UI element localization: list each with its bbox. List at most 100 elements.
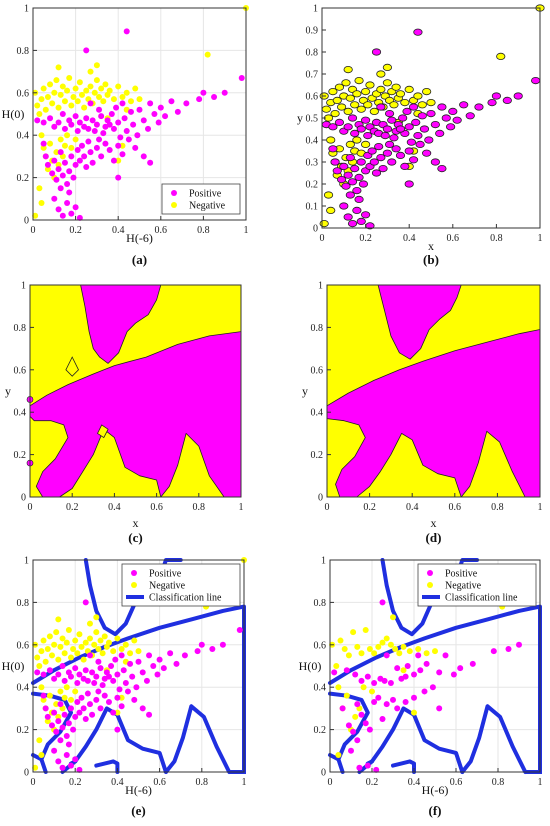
negative-point bbox=[76, 79, 83, 86]
negative-point bbox=[44, 166, 51, 173]
x-tick-label: 0.2 bbox=[363, 502, 376, 513]
positive-point bbox=[339, 202, 349, 210]
positive-region bbox=[29, 331, 242, 498]
x-tick-label: 0.6 bbox=[449, 502, 462, 513]
positive-point bbox=[110, 677, 117, 684]
positive-point bbox=[211, 94, 218, 101]
positive-point bbox=[183, 100, 190, 107]
positive-point bbox=[382, 125, 392, 133]
negative-point bbox=[127, 650, 134, 657]
positive-point bbox=[112, 656, 119, 663]
y-axis-label: H(0) bbox=[2, 107, 25, 121]
positive-point bbox=[411, 694, 417, 701]
negative-point bbox=[57, 136, 64, 143]
positive-point bbox=[132, 144, 139, 151]
negative-point bbox=[74, 650, 81, 657]
positive-point bbox=[74, 127, 81, 134]
positive-point bbox=[196, 96, 203, 103]
negative-point bbox=[61, 650, 68, 657]
positive-point bbox=[150, 663, 157, 669]
positive-point bbox=[352, 671, 359, 678]
positive-point bbox=[76, 709, 83, 716]
positive-point bbox=[40, 119, 47, 126]
positive-point bbox=[348, 747, 354, 754]
negative-point bbox=[122, 641, 129, 648]
positive-point bbox=[441, 114, 451, 122]
axes-frame bbox=[32, 7, 247, 221]
positive-point bbox=[135, 658, 142, 665]
classification-line bbox=[31, 753, 44, 762]
negative-point bbox=[432, 648, 438, 655]
positive-point bbox=[80, 705, 87, 712]
positive-point bbox=[334, 118, 345, 127]
positive-point bbox=[147, 159, 154, 166]
negative-point bbox=[78, 643, 85, 650]
negative-point bbox=[337, 103, 347, 111]
positive-point bbox=[490, 648, 497, 655]
positive-point bbox=[70, 174, 77, 181]
positive-point bbox=[156, 656, 163, 663]
negative-point bbox=[48, 652, 55, 659]
positive-point bbox=[419, 125, 430, 133]
negative-point bbox=[57, 688, 64, 695]
negative-point bbox=[38, 200, 45, 207]
positive-point bbox=[366, 726, 373, 733]
positive-point bbox=[426, 110, 436, 118]
positive-point bbox=[84, 690, 91, 697]
negative-point bbox=[383, 635, 390, 642]
negative-point bbox=[46, 633, 53, 640]
positive-point bbox=[408, 156, 419, 164]
positive-point bbox=[67, 673, 74, 680]
positive-point bbox=[364, 673, 371, 680]
negative-point bbox=[376, 70, 386, 78]
positive-point bbox=[174, 108, 181, 115]
positive-point bbox=[89, 711, 96, 718]
negative-point bbox=[332, 96, 342, 105]
y-tick-label: 0.8 bbox=[17, 46, 30, 57]
y-tick-label: 0.2 bbox=[311, 450, 324, 461]
positive-point bbox=[72, 204, 79, 211]
negative-point bbox=[326, 136, 336, 144]
negative-point bbox=[36, 185, 43, 192]
negative-point bbox=[360, 140, 371, 148]
positive-point bbox=[93, 121, 100, 128]
negative-point bbox=[102, 81, 109, 88]
axes-frame bbox=[326, 284, 541, 498]
positive-point bbox=[82, 599, 89, 606]
negative-point bbox=[55, 713, 62, 720]
negative-point bbox=[55, 616, 62, 623]
positive-point bbox=[375, 694, 382, 701]
positive-point bbox=[93, 673, 100, 680]
negative-point bbox=[362, 626, 369, 633]
positive-point bbox=[70, 726, 77, 733]
positive-point bbox=[354, 701, 361, 708]
y-tick-label: 0 bbox=[318, 493, 323, 504]
positive-point bbox=[91, 679, 98, 686]
positive-point bbox=[422, 149, 432, 157]
positive-point bbox=[55, 119, 62, 126]
y-tick-label: 0.2 bbox=[314, 725, 327, 736]
y-tick-label: 0.4 bbox=[306, 136, 319, 147]
positive-point bbox=[67, 705, 74, 712]
negative-point bbox=[375, 643, 382, 650]
positive-point bbox=[345, 722, 352, 729]
x-tick-label: 0 bbox=[320, 233, 325, 244]
positive-point bbox=[402, 699, 409, 706]
positive-point bbox=[415, 140, 425, 148]
positive-point bbox=[123, 127, 130, 134]
negative-region bbox=[96, 424, 109, 439]
negative-point bbox=[119, 142, 126, 149]
y-tick-label: 0.8 bbox=[14, 323, 27, 334]
y-tick-label: 0.5 bbox=[306, 114, 319, 125]
x-tick-label: 0.2 bbox=[69, 225, 82, 236]
panel-d: 0 0.2 0.4 0.6 0.8 1 0 0.2 0.4 0.6 0.8 1 x y (d) bbox=[302, 281, 543, 546]
y-tick-label: 1 bbox=[321, 556, 326, 567]
positive-point bbox=[376, 154, 386, 162]
classification-line bbox=[357, 706, 465, 774]
positive-point bbox=[350, 129, 360, 137]
positive-point bbox=[343, 213, 353, 221]
positive-point bbox=[154, 671, 161, 678]
x-tick-label: 0.4 bbox=[112, 225, 125, 236]
negative-point bbox=[65, 626, 72, 633]
